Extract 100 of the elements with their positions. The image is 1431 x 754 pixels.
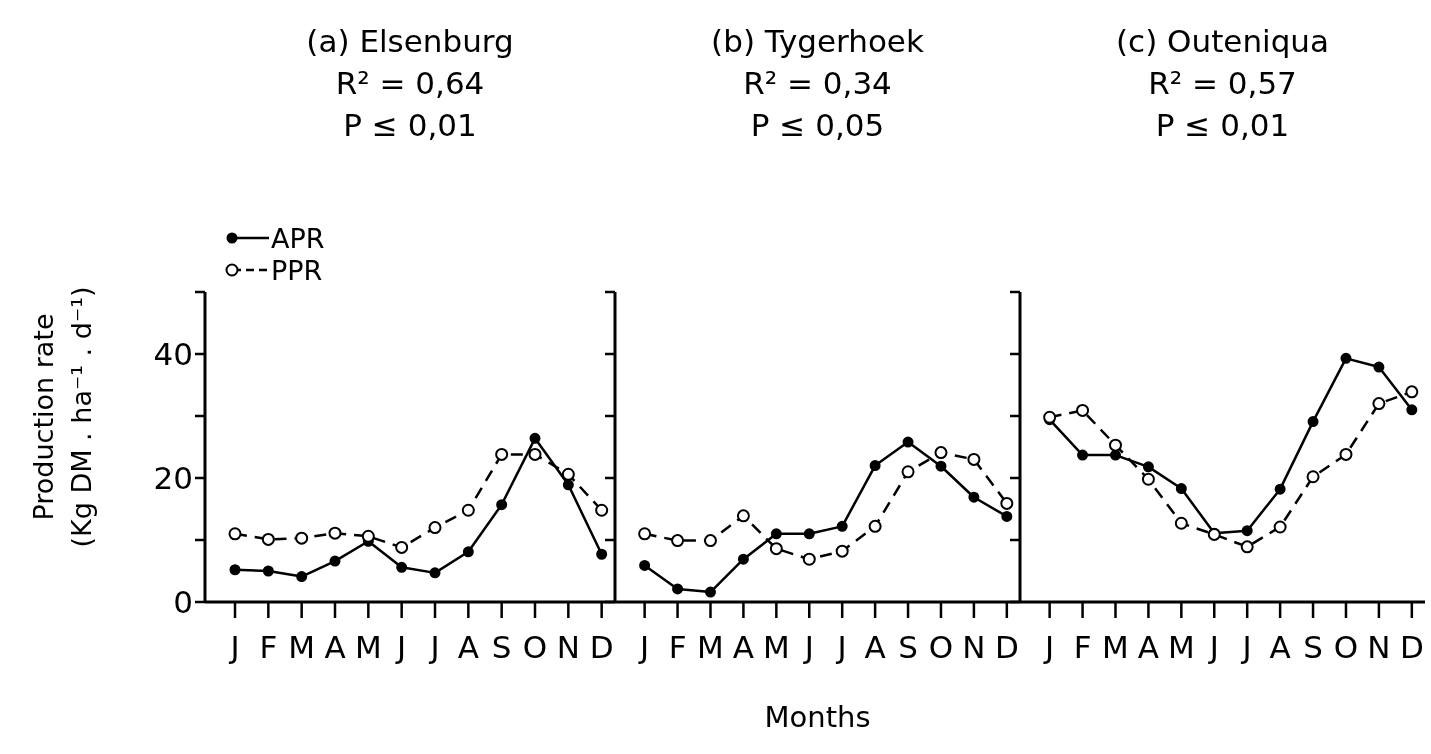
point xyxy=(901,465,915,479)
x-tick-label: A xyxy=(864,629,886,666)
point xyxy=(229,564,241,576)
x-tick-label: O xyxy=(928,629,954,666)
x-tick-label: D xyxy=(1399,629,1424,666)
point xyxy=(1142,461,1154,473)
point xyxy=(639,559,651,571)
x-tick-label: J xyxy=(228,629,240,666)
point xyxy=(1373,361,1385,373)
point xyxy=(329,555,341,567)
point xyxy=(529,432,541,444)
text: R² = 0,34 xyxy=(742,64,893,103)
text: R² = 0,57 xyxy=(1147,64,1298,103)
x-tick-label: A xyxy=(457,629,479,666)
x-tick-label: N xyxy=(962,629,986,666)
point xyxy=(1306,470,1320,484)
point xyxy=(262,565,274,577)
text: P ≤ 0,05 xyxy=(749,106,886,145)
point xyxy=(672,583,684,595)
point xyxy=(1001,510,1013,522)
x-tick-label: O xyxy=(522,629,548,666)
point xyxy=(769,542,783,556)
legend-label: PPR xyxy=(271,254,323,286)
point xyxy=(462,546,474,558)
point xyxy=(1406,404,1418,416)
point xyxy=(396,561,408,573)
point xyxy=(703,534,717,548)
point xyxy=(295,531,309,545)
x-tick-label: S xyxy=(898,629,918,666)
point xyxy=(1339,447,1353,461)
point xyxy=(1174,516,1188,530)
x-tick-label: A xyxy=(324,629,346,666)
x-tick-label: M xyxy=(697,629,724,666)
point xyxy=(1240,540,1254,554)
x-tick-label: S xyxy=(491,629,512,666)
point xyxy=(1043,410,1057,424)
point xyxy=(638,527,652,541)
point xyxy=(869,460,881,472)
point xyxy=(1273,520,1287,534)
point xyxy=(1109,449,1121,461)
point xyxy=(934,446,948,460)
x-tick-label: J xyxy=(1240,629,1252,666)
point xyxy=(228,527,242,541)
point xyxy=(328,526,342,540)
x-tick-label: M xyxy=(354,629,382,666)
point xyxy=(1274,483,1286,495)
x-tick-label: J xyxy=(1207,629,1219,666)
point xyxy=(1175,483,1187,495)
chart-title: (c) Outeniqua xyxy=(1115,22,1330,61)
point xyxy=(803,528,815,540)
point xyxy=(495,447,509,461)
legend-label: APR xyxy=(271,222,325,254)
x-tick-label: J xyxy=(1043,629,1055,666)
point xyxy=(1405,385,1419,399)
chart-title: (a) Elsenburg xyxy=(305,22,515,61)
point xyxy=(935,460,947,472)
point xyxy=(968,491,980,503)
x-tick-label: S xyxy=(1303,629,1323,666)
text: P ≤ 0,01 xyxy=(342,106,478,145)
x-tick-label: J xyxy=(428,629,440,666)
x-tick-label: M xyxy=(1102,629,1129,666)
point xyxy=(902,436,914,448)
x-tick-label: M xyxy=(288,629,316,666)
point xyxy=(1000,496,1014,510)
x-tick-label: N xyxy=(556,629,580,666)
point xyxy=(561,467,575,481)
point xyxy=(1241,525,1253,537)
text: R² = 0,64 xyxy=(334,64,486,103)
x-tick-label: M xyxy=(762,629,790,666)
point xyxy=(1141,472,1155,486)
point xyxy=(835,544,849,558)
point xyxy=(562,479,574,491)
point xyxy=(528,447,542,461)
x-tick-label: N xyxy=(1367,629,1391,666)
x-tick-label: J xyxy=(802,629,814,666)
point xyxy=(836,520,848,532)
point xyxy=(1076,403,1090,417)
y-tick-label: 20 xyxy=(153,460,193,497)
point xyxy=(737,553,749,565)
x-tick-label: D xyxy=(589,629,614,666)
point xyxy=(1108,438,1122,452)
point xyxy=(770,528,782,540)
x-tick-label: J xyxy=(835,629,847,666)
point xyxy=(868,519,882,533)
point xyxy=(296,571,308,583)
x-tick-label: F xyxy=(259,629,278,666)
x-tick-label: O xyxy=(1333,629,1359,666)
x-tick-label: J xyxy=(638,629,650,666)
x-tick-label: F xyxy=(668,629,687,666)
x-tick-label: A xyxy=(1137,629,1160,666)
point xyxy=(429,567,441,579)
y-tick-label: 0 xyxy=(173,584,193,621)
x-tick-label: A xyxy=(732,629,755,666)
x-tick-label: M xyxy=(1167,629,1195,666)
point xyxy=(596,548,608,560)
x-tick-label: A xyxy=(1269,629,1291,666)
point xyxy=(461,503,475,517)
point xyxy=(595,503,609,517)
point xyxy=(704,586,716,598)
point xyxy=(361,529,375,543)
